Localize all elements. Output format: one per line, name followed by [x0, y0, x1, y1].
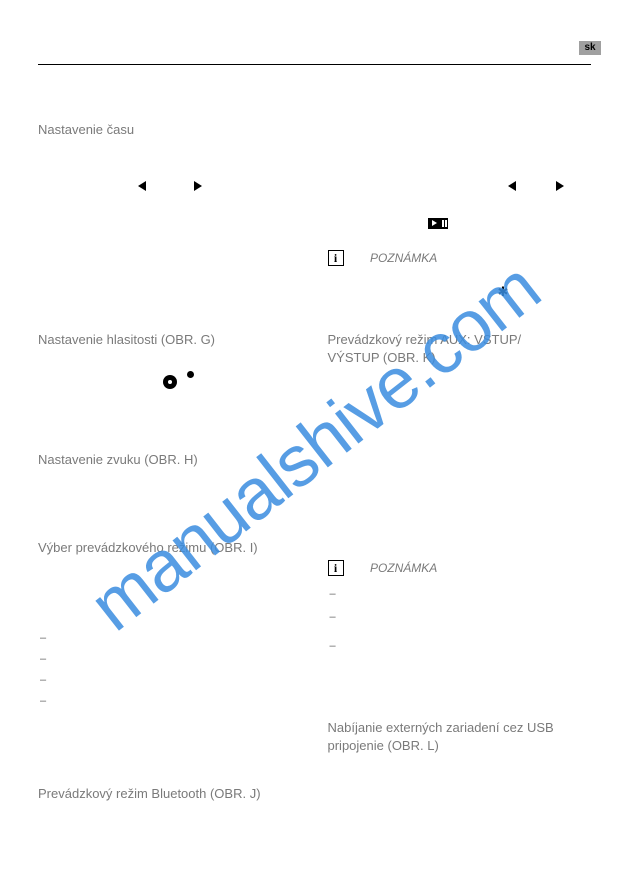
left-column: Nastavenie času Nastavenie hlasitosti (O…	[38, 121, 302, 841]
language-badge: sk	[579, 41, 601, 55]
heading-aux: Prevádzkový režim AUX: VSTUP/ VÝSTUP (OB…	[328, 331, 592, 366]
page-root: sk manualshive.com Nastavenie času Nasta…	[0, 0, 629, 893]
heading-time: Nastavenie času	[38, 121, 302, 139]
top-rule	[38, 64, 591, 65]
info-icon: i	[328, 250, 344, 266]
heading-bluetooth: Prevádzkový režim Bluetooth (OBR. J)	[38, 785, 302, 803]
dial-icon	[163, 375, 177, 389]
bullet-dash: –	[330, 612, 592, 623]
bluetooth-icon: ✱	[498, 284, 509, 299]
bullet-dash: –	[40, 654, 302, 665]
info-icon: i	[328, 560, 344, 576]
dial-sub-icon	[187, 371, 194, 378]
heading-volume: Nastavenie hlasitosti (OBR. G)	[38, 331, 302, 349]
content-columns: Nastavenie času Nastavenie hlasitosti (O…	[38, 121, 591, 841]
bullet-dash: –	[40, 675, 302, 686]
heading-mode-select: Výber prevádzkového režimu (OBR. I)	[38, 539, 302, 557]
triangle-left-icon	[508, 181, 516, 191]
bullet-dash: –	[40, 696, 302, 707]
note-label: POZNÁMKA	[370, 251, 437, 265]
note-label: POZNÁMKA	[370, 561, 437, 575]
triangle-right-icon	[556, 181, 564, 191]
heading-usb: Nabíjanie externých zariadení cez USB pr…	[328, 719, 592, 754]
bullet-dash: –	[330, 589, 592, 600]
triangle-right-icon	[194, 181, 202, 191]
triangle-left-icon	[138, 181, 146, 191]
heading-sound: Nastavenie zvuku (OBR. H)	[38, 451, 302, 469]
play-pause-icon	[428, 218, 448, 229]
bullet-dash: –	[330, 641, 592, 652]
bullet-dash: –	[40, 633, 302, 644]
right-column: i POZNÁMKA ✱ Prevádzkový režim AUX: VSTU…	[328, 121, 592, 841]
